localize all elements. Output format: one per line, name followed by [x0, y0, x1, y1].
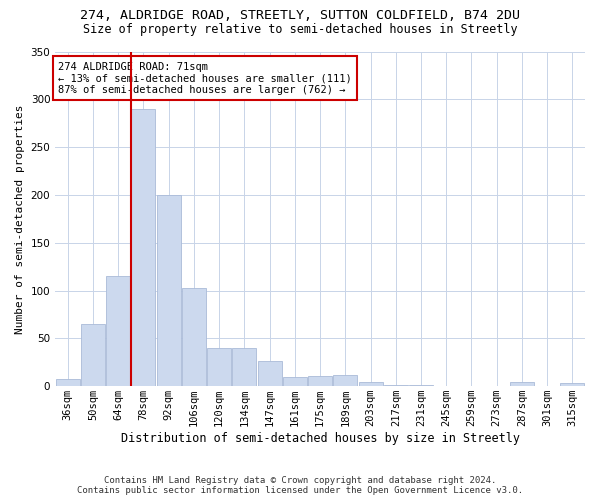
Bar — [384, 385, 408, 386]
Bar — [283, 376, 307, 386]
Text: Contains HM Land Registry data © Crown copyright and database right 2024.
Contai: Contains HM Land Registry data © Crown c… — [77, 476, 523, 495]
Bar — [560, 384, 584, 386]
Bar — [56, 378, 80, 386]
Bar — [207, 348, 231, 386]
Bar — [409, 385, 433, 386]
Text: 274 ALDRIDGE ROAD: 71sqm
← 13% of semi-detached houses are smaller (111)
87% of : 274 ALDRIDGE ROAD: 71sqm ← 13% of semi-d… — [58, 62, 352, 94]
Bar — [106, 276, 130, 386]
Y-axis label: Number of semi-detached properties: Number of semi-detached properties — [15, 104, 25, 334]
Text: Size of property relative to semi-detached houses in Streetly: Size of property relative to semi-detach… — [83, 22, 517, 36]
Bar — [232, 348, 256, 386]
Bar — [131, 109, 155, 386]
Bar — [182, 288, 206, 386]
Bar — [308, 376, 332, 386]
Bar — [257, 362, 281, 386]
Bar — [359, 382, 383, 386]
Bar — [157, 195, 181, 386]
Bar — [510, 382, 534, 386]
Bar — [81, 324, 105, 386]
Text: 274, ALDRIDGE ROAD, STREETLY, SUTTON COLDFIELD, B74 2DU: 274, ALDRIDGE ROAD, STREETLY, SUTTON COL… — [80, 9, 520, 22]
Bar — [334, 374, 357, 386]
X-axis label: Distribution of semi-detached houses by size in Streetly: Distribution of semi-detached houses by … — [121, 432, 520, 445]
